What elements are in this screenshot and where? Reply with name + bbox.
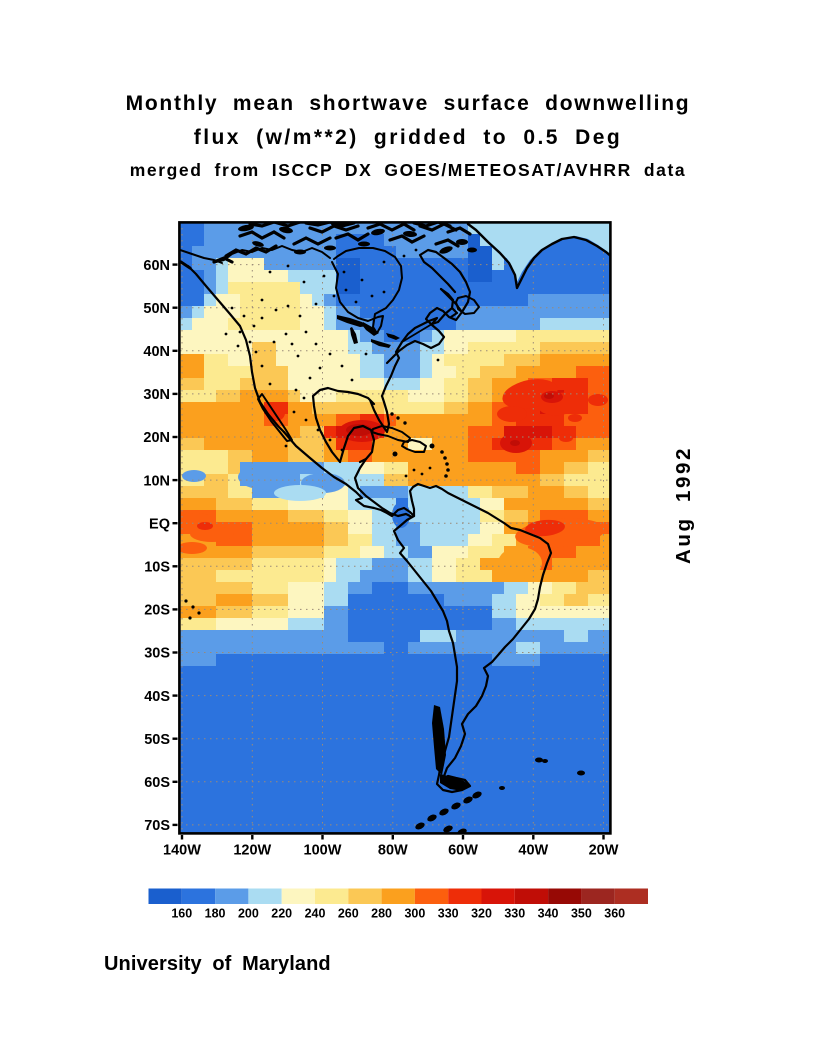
svg-text:30N: 30N [143,387,170,403]
svg-text:40W: 40W [518,843,548,859]
svg-text:50N: 50N [143,301,170,317]
svg-text:220: 220 [271,907,292,921]
svg-text:60S: 60S [144,775,170,791]
svg-text:20N: 20N [143,430,170,446]
svg-text:280: 280 [371,907,392,921]
svg-text:240: 240 [305,907,326,921]
svg-text:350: 350 [571,907,592,921]
svg-text:320: 320 [471,907,492,921]
svg-text:40S: 40S [144,689,170,705]
svg-text:360: 360 [604,907,625,921]
svg-text:60N: 60N [143,258,170,274]
svg-text:80W: 80W [378,843,408,859]
svg-text:340: 340 [538,907,559,921]
svg-text:330: 330 [504,907,525,921]
svg-text:300: 300 [404,907,425,921]
svg-text:40N: 40N [143,344,170,360]
svg-text:160: 160 [171,907,192,921]
svg-text:70S: 70S [144,818,170,834]
svg-text:140W: 140W [163,843,201,859]
svg-text:flux (w/m**2) gridded to 0.5 D: flux (w/m**2) gridded to 0.5 Deg [194,126,622,149]
svg-text:Monthly mean shortwave surface: Monthly mean shortwave surface downwelli… [126,92,691,115]
svg-text:100W: 100W [304,843,342,859]
svg-text:10N: 10N [143,473,170,489]
svg-text:20W: 20W [589,843,619,859]
svg-text:20S: 20S [144,603,170,619]
svg-text:Aug 1992: Aug 1992 [672,446,695,564]
svg-text:EQ: EQ [149,516,170,532]
svg-text:University of Maryland: University of Maryland [104,953,331,975]
svg-text:10S: 10S [144,560,170,576]
svg-text:120W: 120W [233,843,271,859]
svg-text:260: 260 [338,907,359,921]
svg-text:330: 330 [438,907,459,921]
svg-text:merged from ISCCP DX GOES/METE: merged from ISCCP DX GOES/METEOSAT/AVHRR… [130,160,687,180]
svg-text:30S: 30S [144,646,170,662]
svg-text:50S: 50S [144,732,170,748]
svg-text:60W: 60W [448,843,478,859]
svg-text:180: 180 [205,907,226,921]
svg-text:200: 200 [238,907,259,921]
